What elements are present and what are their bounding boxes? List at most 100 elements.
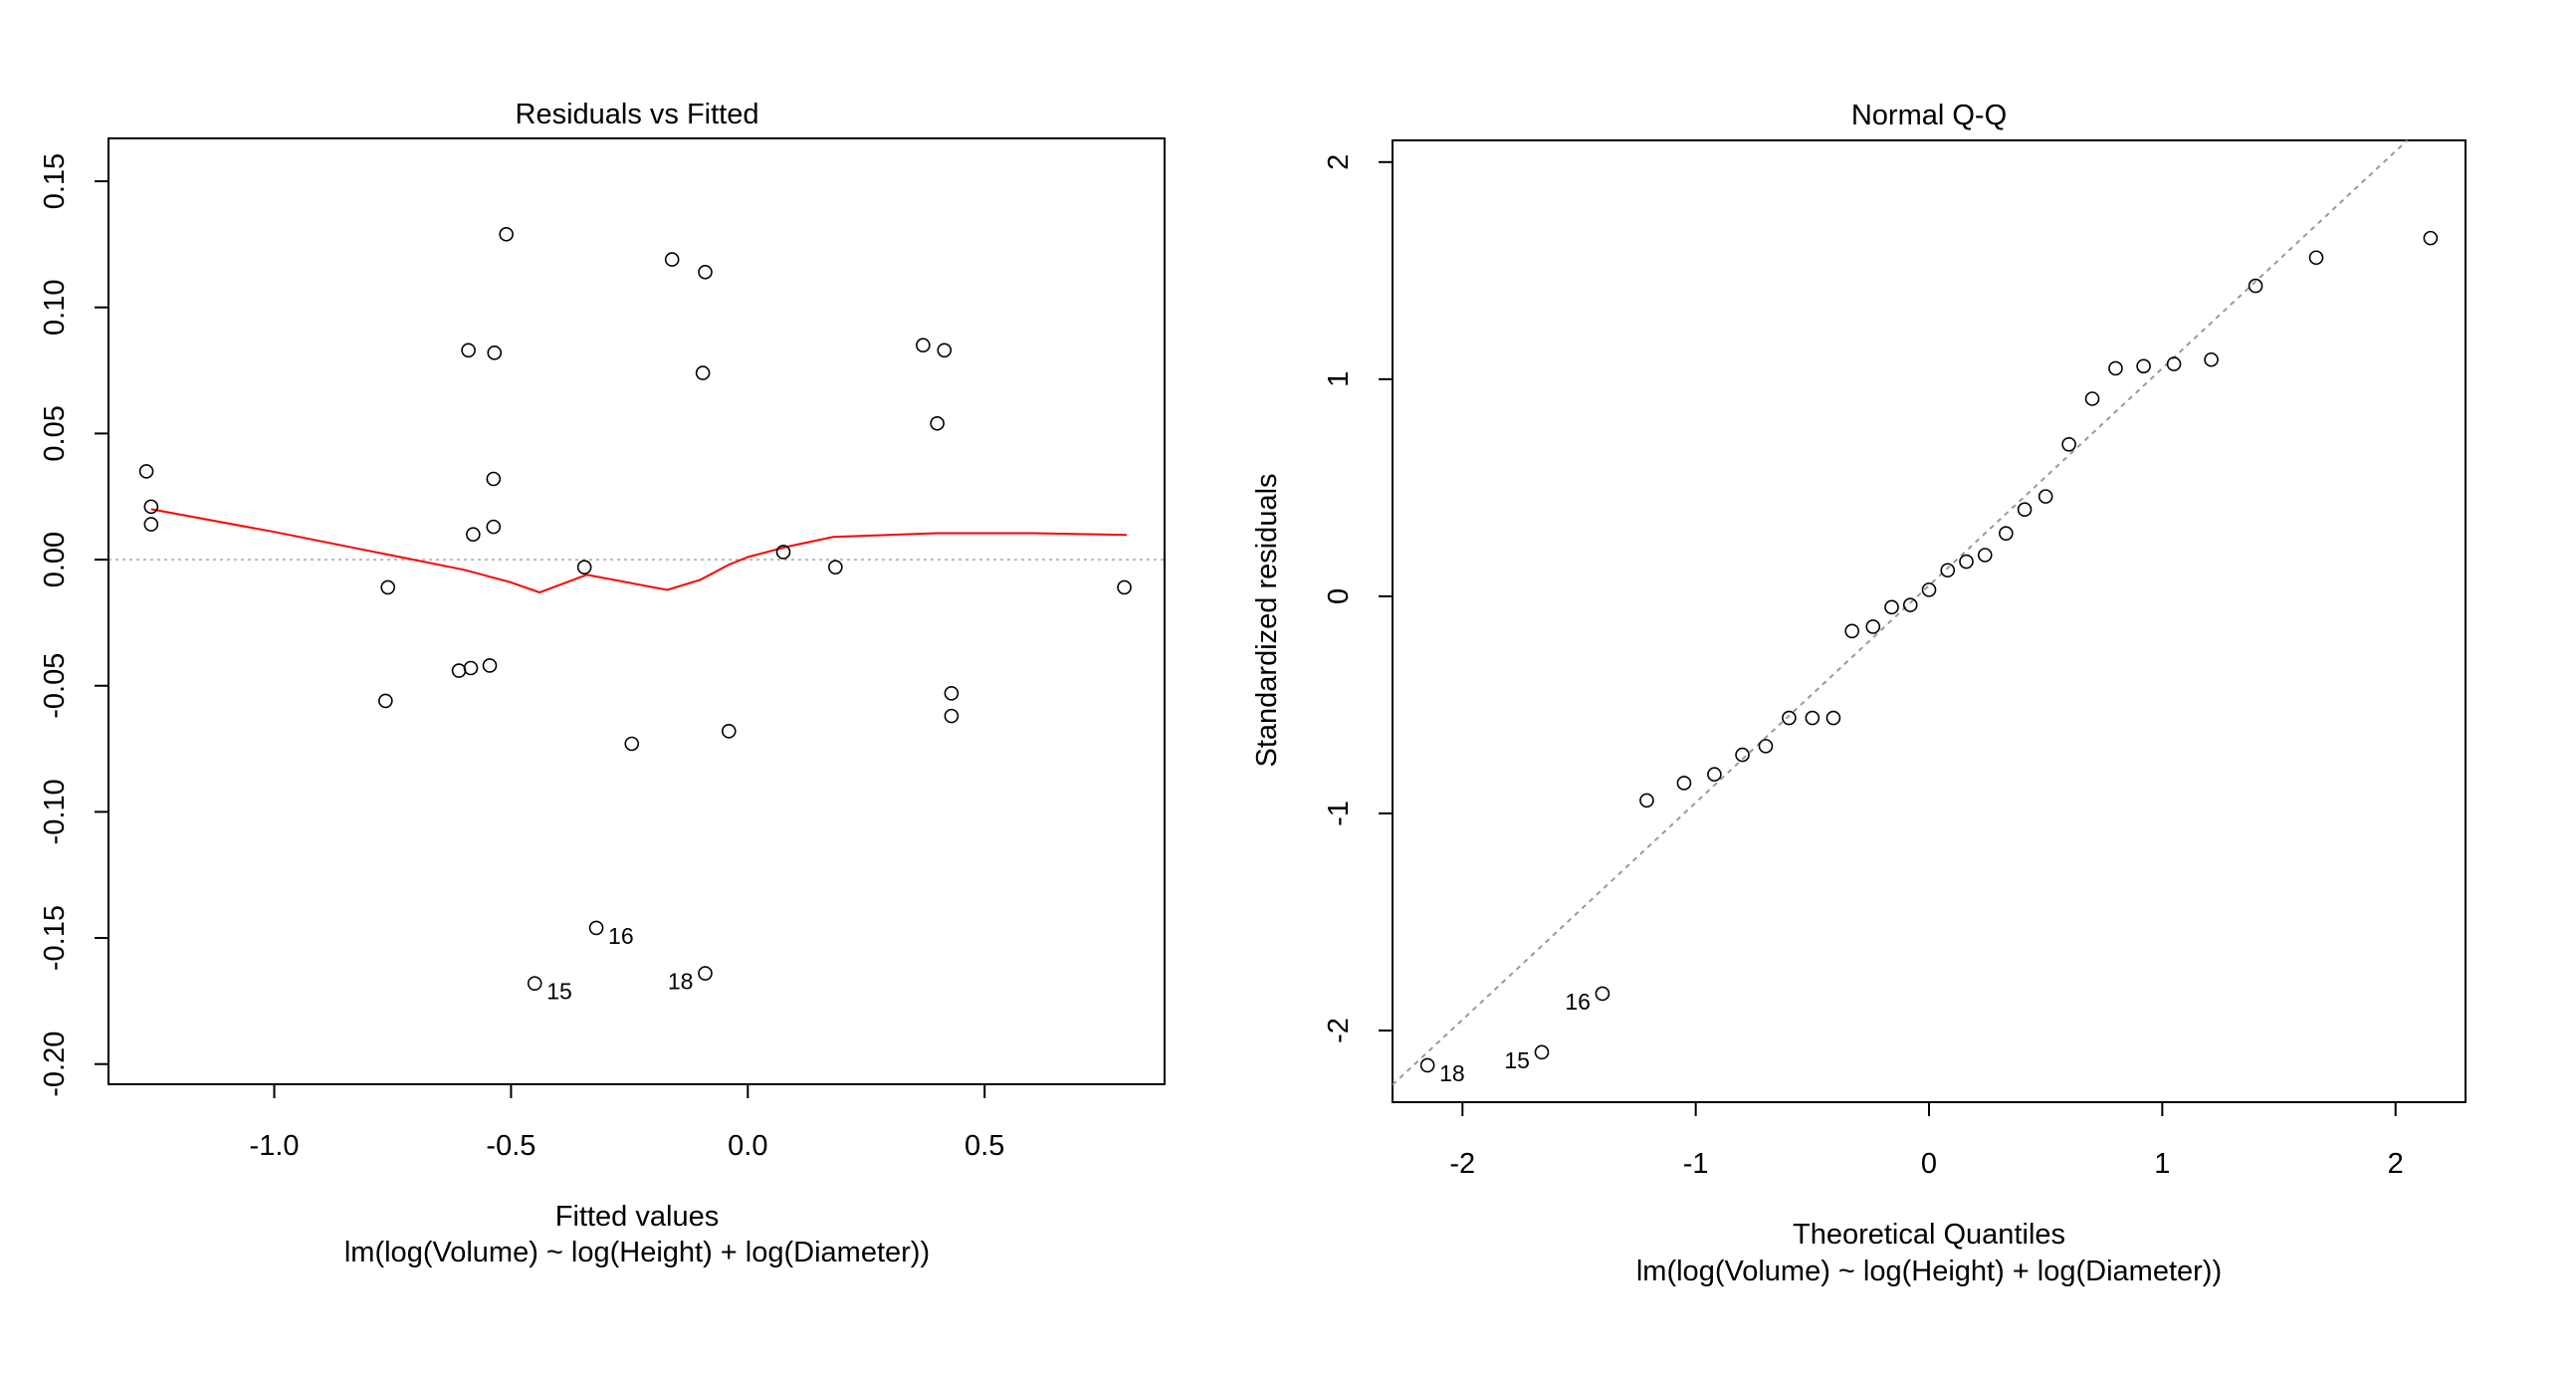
- qq-reference-line-group: [1392, 139, 2409, 1086]
- residuals-data-point: [664, 252, 680, 267]
- residuals-x-tick-label: -1.0: [250, 1130, 300, 1162]
- qq-data-point: [1676, 776, 1692, 791]
- qq-data-point: [1844, 623, 1859, 639]
- residuals-data-point: [486, 471, 502, 487]
- qq-data-point: [2136, 358, 2151, 374]
- residuals-data-point: [944, 686, 960, 701]
- residuals-y-tick-label: -0.05: [39, 653, 71, 719]
- qq-data-point: [1940, 563, 1956, 578]
- qq-point-label: 16: [1565, 989, 1591, 1015]
- qq-y-axis-label: Standardized residuals: [1251, 473, 1283, 767]
- qq-points-group: [1419, 230, 2439, 1073]
- residuals-x-tick-label: 0.5: [965, 1130, 1004, 1162]
- qq-data-point: [1865, 619, 1881, 634]
- residuals-data-point: [461, 343, 476, 358]
- residuals-data-point: [487, 345, 503, 360]
- residuals-data-point: [937, 343, 953, 358]
- qq-x-tick-label: 2: [2388, 1148, 2404, 1180]
- qq-data-point: [2308, 250, 2324, 266]
- qq-data-point: [1902, 597, 1918, 612]
- residuals-y-axis: -0.20 -0.15 -0.10 -0.05 0.00 0.05 0.10 0.15: [39, 153, 109, 1097]
- residuals-data-point: [143, 499, 159, 515]
- residuals-data-point: [930, 415, 945, 431]
- qq-data-point: [1419, 1057, 1435, 1073]
- qq-data-point: [1959, 554, 1974, 570]
- residuals-y-tick-label: -0.15: [39, 905, 71, 971]
- residuals-points-group: [138, 226, 1132, 991]
- residuals-data-point: [463, 660, 479, 676]
- qq-data-point: [1595, 986, 1610, 1002]
- residuals-data-point: [482, 658, 498, 673]
- qq-point-labels-group: 18 15 16: [1439, 989, 1591, 1086]
- residuals-data-point: [380, 579, 396, 595]
- residuals-data-point: [378, 693, 393, 709]
- qq-data-point: [2248, 278, 2263, 294]
- qq-data-point: [1639, 793, 1654, 808]
- qq-data-point: [2017, 502, 2033, 517]
- qq-y-tick-label: -1: [1323, 801, 1355, 826]
- qq-x-axis: -2 -1 0 1 2: [1449, 1101, 2404, 1180]
- residuals-data-point: [486, 519, 502, 535]
- residuals-point-label: 16: [608, 923, 634, 949]
- residuals-y-tick-label: 0.05: [39, 405, 71, 461]
- qq-y-tick-label: 0: [1323, 588, 1355, 604]
- residuals-y-tick-label: 0.15: [39, 153, 71, 209]
- residuals-y-tick-label: 0.10: [39, 280, 71, 336]
- qq-x-axis-label: Theoretical Quantiles: [1793, 1219, 2065, 1251]
- residuals-data-point: [466, 527, 481, 543]
- qq-point-label: 15: [1504, 1047, 1530, 1073]
- residuals-data-point: [588, 920, 604, 936]
- qq-data-point: [1977, 548, 1993, 563]
- residuals-data-point: [944, 708, 960, 724]
- qq-point-label: 18: [1439, 1060, 1465, 1086]
- qq-x-tick-label: -2: [1449, 1148, 1475, 1180]
- qq-reference-line: [1392, 139, 2409, 1086]
- qq-data-point: [2084, 391, 2100, 406]
- qq-x-tick-label: -1: [1683, 1148, 1709, 1180]
- qq-y-tick-label: -2: [1323, 1018, 1355, 1043]
- residuals-data-point: [916, 338, 931, 353]
- residuals-smoother-line: [150, 508, 1127, 594]
- residuals-data-point: [138, 464, 154, 479]
- residuals-point-label: 18: [668, 969, 694, 995]
- residuals-title: Residuals vs Fitted: [516, 99, 759, 130]
- qq-title: Normal Q-Q: [1851, 100, 2007, 131]
- qq-data-point: [1921, 582, 1937, 597]
- residuals-x-tick-label: 0.0: [728, 1130, 767, 1162]
- qq-y-tick-label: 2: [1323, 154, 1355, 170]
- residuals-data-point: [576, 560, 592, 574]
- qq-data-point: [1707, 767, 1722, 783]
- residuals-data-point: [695, 365, 711, 380]
- qq-data-point: [2038, 489, 2053, 504]
- residuals-y-tick-label: 0.00: [39, 532, 71, 587]
- residuals-y-tick-label: -0.10: [39, 779, 71, 844]
- qq-data-point: [1534, 1044, 1550, 1060]
- qq-model-subtitle: lm(log(Volume) ~ log(Height) + log(Diame…: [1636, 1256, 2222, 1287]
- residuals-y-tick-label: -0.20: [39, 1032, 71, 1097]
- residuals-point-label: 15: [546, 979, 572, 1005]
- qq-data-point: [1884, 599, 1899, 615]
- qq-data-point: [2061, 436, 2076, 452]
- residuals-data-point: [527, 976, 542, 991]
- qq-data-point: [1825, 710, 1841, 726]
- qq-data-point: [1735, 747, 1750, 763]
- residuals-data-point: [143, 517, 159, 532]
- qq-plot-frame: [1392, 139, 2467, 1103]
- qq-data-point: [2108, 360, 2123, 376]
- residuals-plot-frame: [107, 137, 1166, 1085]
- residuals-smoother-group: [150, 508, 1127, 594]
- qq-x-tick-label: 0: [1921, 1148, 1937, 1180]
- residuals-data-point: [499, 226, 514, 242]
- qq-y-axis: -2 -1 0 1 2: [1323, 154, 1394, 1043]
- qq-data-point: [1758, 739, 1774, 754]
- residuals-x-tick-label: -0.5: [486, 1130, 536, 1162]
- qq-x-tick-label: 1: [2154, 1148, 2170, 1180]
- residuals-data-point: [698, 966, 713, 981]
- qq-data-point: [1782, 710, 1797, 726]
- residuals-data-point: [721, 724, 737, 739]
- residuals-data-point: [624, 736, 640, 752]
- normal-qq-panel: Normal Q-Q 18 15 16 -2 -1 0 1 2 -2 -1 0 1 2 Standa…: [1251, 100, 2467, 1287]
- qq-data-point: [1999, 526, 2014, 541]
- residuals-x-axis: -1.0 -0.5 0.0 0.5: [250, 1083, 1004, 1162]
